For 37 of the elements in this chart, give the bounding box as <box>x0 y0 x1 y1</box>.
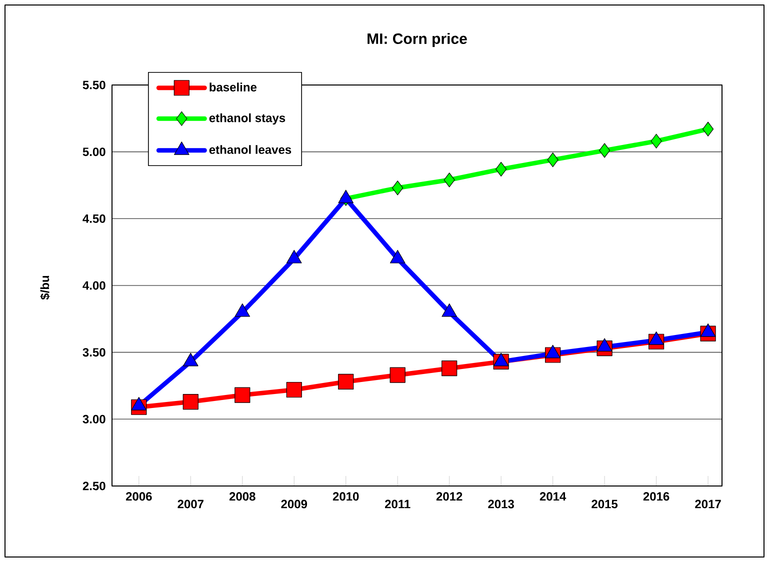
x-tick-label: 2013 <box>488 500 514 508</box>
y-tick-label: 3.50 <box>82 348 106 357</box>
point <box>286 382 302 398</box>
point <box>182 394 198 410</box>
y-tick-label: 2.50 <box>82 482 106 490</box>
point <box>234 387 250 403</box>
x-tick-label: 2012 <box>436 492 462 501</box>
point <box>442 360 458 376</box>
point <box>392 180 404 196</box>
x-tick-label: 2016 <box>643 492 670 501</box>
y-tick-label: 4.50 <box>82 214 106 223</box>
point <box>547 152 558 168</box>
legend-label: ethanol leaves <box>209 145 292 154</box>
x-tick-label: 2015 <box>592 500 618 508</box>
y-tick-label: 5.00 <box>82 148 106 156</box>
y-tick-label: 4.00 <box>82 281 106 290</box>
point <box>599 143 610 158</box>
legend-label: baseline <box>210 82 257 92</box>
point <box>650 134 662 148</box>
x-tick-label: 2009 <box>281 500 308 508</box>
point <box>702 122 714 136</box>
point <box>444 172 455 188</box>
x-tick-label: 2011 <box>385 500 410 508</box>
point <box>338 374 354 390</box>
point <box>496 162 507 176</box>
point <box>390 367 406 383</box>
x-tick-label: 2014 <box>540 492 566 501</box>
y-tick-label: 5.50 <box>82 80 106 90</box>
x-tick-label: 2010 <box>332 492 359 501</box>
x-tick-label: 2007 <box>178 500 204 508</box>
legend-label: ethanol stays <box>209 113 286 125</box>
x-tick-label: 2008 <box>229 492 256 501</box>
y-axis-title: $/bu <box>40 276 50 300</box>
x-tick-label: 2006 <box>126 492 152 501</box>
y-tick-label: 3.00 <box>82 414 106 424</box>
x-tick-label: 2017 <box>695 500 721 508</box>
chart-title: MI: Corn price <box>368 32 467 47</box>
